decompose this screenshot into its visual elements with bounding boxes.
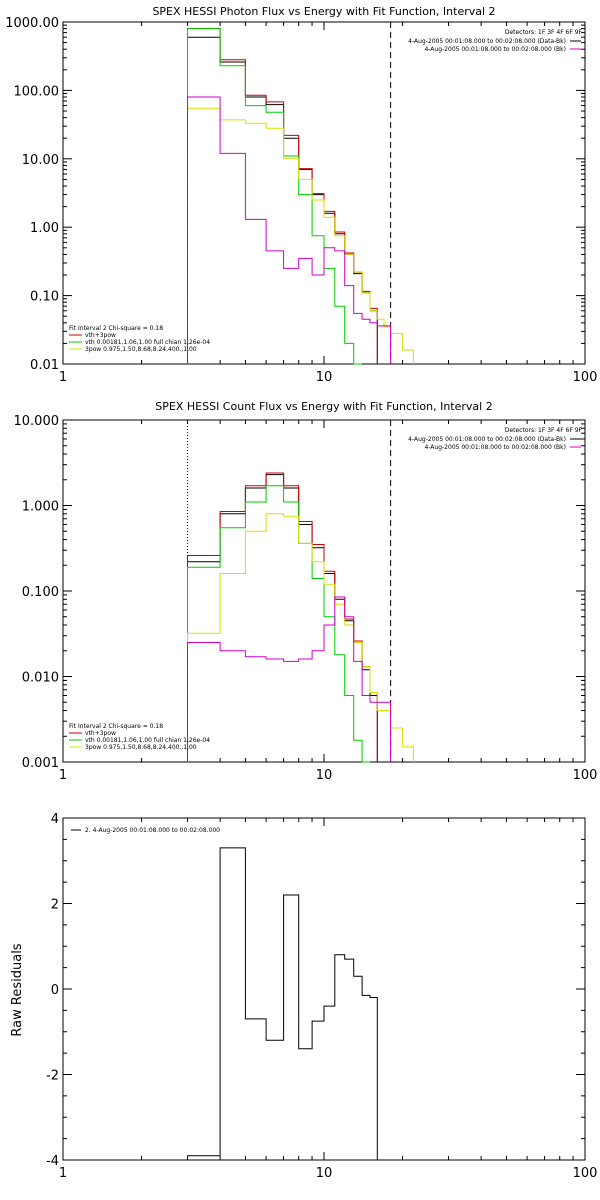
legend-label: 4-Aug-2005 00:01:08.000 to 00:02:08.000 … bbox=[408, 436, 566, 443]
legend-label: 4-Aug-2005 00:01:08.000 to 00:02:08.000 … bbox=[424, 46, 566, 53]
y-tick-label: 1.00 bbox=[30, 221, 59, 236]
y-tick-label: 4 bbox=[51, 812, 59, 827]
y-tick-label: 1.000 bbox=[22, 500, 59, 515]
x-tick-label: 100 bbox=[573, 370, 598, 385]
panel-title: SPEX HESSI Photon Flux vs Energy with Fi… bbox=[152, 5, 495, 18]
plot-content: 1 10 100 -4 -2 0 2 4 2. 4-Aug-2005 00:01:08.000 … bbox=[46, 812, 597, 1181]
fit-legend-label: vth+3pow bbox=[85, 332, 116, 339]
plot-content: 1 10 100 0.001 0.010 0.100 1.000 10.000 Detector… bbox=[14, 414, 598, 783]
legend-label: 4-Aug-2005 00:01:08.000 to 00:02:08.000 … bbox=[424, 444, 566, 451]
y-tick-label: 1000.00 bbox=[5, 16, 59, 31]
fit-legend-header: Fit Interval 2 Chi-square = 0.18 bbox=[69, 723, 163, 730]
y-tick-label: -2 bbox=[46, 1069, 59, 1084]
x-tick-label: 100 bbox=[573, 768, 598, 783]
series-2-histogram bbox=[187, 28, 363, 365]
x-tick-label: 10 bbox=[316, 768, 333, 783]
fit-legend-label: 3pow 0.975,1.50,8.68,8.24,400.,1.00 bbox=[85, 346, 197, 353]
y-tick-label: 2 bbox=[51, 898, 59, 913]
legend-label: 4-Aug-2005 00:01:08.000 to 00:02:08.000 … bbox=[408, 38, 566, 45]
y-tick-label: 0.001 bbox=[22, 756, 59, 771]
panel-title: SPEX HESSI Count Flux vs Energy with Fit… bbox=[155, 400, 492, 413]
y-tick-label: 10.000 bbox=[14, 414, 60, 429]
y-tick-label: 0.010 bbox=[22, 671, 59, 686]
y-tick-label: 10.00 bbox=[22, 153, 59, 168]
fit-legend-label: vth+3pow bbox=[85, 730, 116, 737]
x-tick-label: 1 bbox=[59, 370, 67, 385]
legend-header: Detectors: 1F 3F 4F 6F 9F bbox=[505, 427, 583, 434]
x-tick-label: 1 bbox=[59, 1166, 67, 1181]
legend-label: 2. 4-Aug-2005 00:01:08.000 to 00:02:08.0… bbox=[85, 827, 220, 834]
plot-content: 1 10 100 0.01 0.10 1.00 10.00 100.00 1000.00 Dete… bbox=[5, 16, 597, 385]
y-tick-label: 100.00 bbox=[14, 84, 60, 99]
series-0-histogram bbox=[187, 847, 378, 1160]
series-4-histogram bbox=[187, 96, 392, 364]
legend-header: Detectors: 1F 3F 4F 6F 9F bbox=[505, 29, 583, 36]
panel-residuals: Raw Residuals 1 10 100 -4 -2 0 2 4 2. 4-Aug-2005… bbox=[10, 812, 597, 1181]
y-tick-label: -4 bbox=[46, 1154, 59, 1169]
y-tick-label: 0 bbox=[51, 983, 59, 998]
fit-legend-label: vth 0.00181,1.06,1.00 full chian 1.26e-0… bbox=[85, 737, 210, 744]
y-tick-label: 0.01 bbox=[30, 358, 59, 373]
series-3-histogram bbox=[187, 107, 414, 364]
y-axis-label: Raw Residuals bbox=[10, 943, 25, 1036]
panel-photon-flux: SPEX HESSI Photon Flux vs Energy with Fi… bbox=[5, 5, 597, 385]
y-tick-label: 0.10 bbox=[30, 290, 59, 305]
fit-legend-label: vth 0.00181,1.06,1.00 full chian 1.26e-0… bbox=[85, 339, 210, 346]
x-tick-label: 10 bbox=[316, 370, 333, 385]
y-tick-label: 0.100 bbox=[22, 585, 59, 600]
fit-legend-header: Fit Interval 2 Chi-square = 0.18 bbox=[69, 325, 163, 332]
fit-legend-label: 3pow 0.975,1.50,8.68,8.24,400.,1.00 bbox=[85, 744, 197, 751]
x-tick-label: 1 bbox=[59, 768, 67, 783]
x-tick-label: 10 bbox=[316, 1166, 333, 1181]
x-tick-label: 100 bbox=[573, 1166, 598, 1181]
panel-count-flux: SPEX HESSI Count Flux vs Energy with Fit… bbox=[14, 400, 598, 783]
series-4-histogram bbox=[187, 596, 392, 762]
